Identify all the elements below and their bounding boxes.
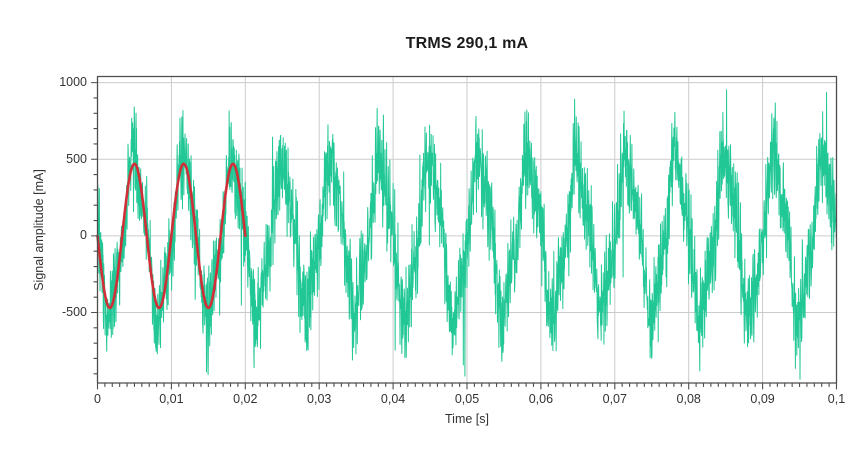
x-tick-label: 0,04 (380, 392, 406, 406)
x-axis-title: Time [s] (445, 412, 489, 426)
x-tick-label: 0,02 (233, 392, 258, 406)
x-tick-label: 0,1 (827, 392, 846, 406)
x-tick-label: 0,08 (676, 392, 701, 406)
x-tick-label: 0,01 (159, 392, 184, 406)
y-tick-label: 1000 (59, 75, 87, 90)
y-tick-label: -500 (61, 305, 87, 319)
x-tick-label: 0,06 (528, 392, 554, 406)
x-tick-label: 0,03 (307, 392, 332, 406)
x-tick-label: 0,05 (454, 392, 480, 406)
x-tick-label: 0,07 (602, 392, 627, 406)
y-tick-label: 500 (66, 151, 87, 166)
x-tick-label: 0 (94, 392, 101, 406)
y-tick-label: 0 (80, 228, 87, 243)
x-tick-label: 0,09 (750, 392, 775, 406)
